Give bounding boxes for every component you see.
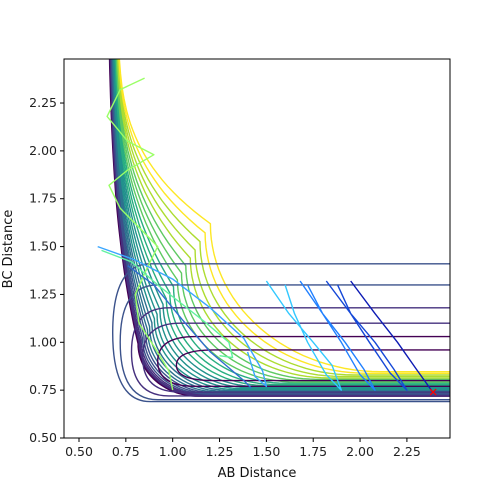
y-tick-label-0: 0.50 [29,430,57,445]
contour-20 [116,59,450,380]
contour-25 [118,59,450,373]
well-contour-2 [141,322,450,393]
x-tick-label-2: 1.00 [159,444,187,459]
y-tick-label-7: 2.25 [29,95,57,110]
x-tick-label-1: 0.75 [112,444,140,459]
well-contour-4 [119,284,450,401]
contour-21 [117,59,450,379]
contour-6 [111,59,450,395]
x-tick-label-6: 2.00 [346,444,374,459]
trajectories [97,77,432,391]
plot-frame [63,58,451,439]
end-marker [429,388,437,396]
contour-2 [109,59,450,397]
contour-10 [112,59,450,392]
marker-stroke-b [429,388,437,396]
y-tick-label-5: 1.75 [29,191,57,206]
well-contour-5 [111,263,450,403]
trajectory-0 [106,77,174,391]
trajectory-3 [127,265,252,389]
contour-22 [117,59,450,378]
contour-13 [113,59,450,389]
x-tick-label-4: 1.50 [252,444,280,459]
contour-7 [111,59,450,394]
x-axis-ticks: 0.50 0.75 1.00 1.25 1.50 1.75 2.00 2.25 [65,438,421,459]
x-axis-label: AB Distance [218,466,297,481]
contour-24 [118,59,450,374]
trajectory-6 [325,280,408,391]
y-axis-label: BC Distance [1,210,16,289]
contour-19 [116,59,450,382]
well-contour-3 [130,307,450,397]
y-tick-label-3: 1.25 [29,286,57,301]
y-tick-label-4: 1.50 [29,239,57,254]
trajectory-2 [97,245,268,387]
contour-15 [114,59,450,387]
y-tick-label-6: 2.00 [29,143,57,158]
trajectory-5 [299,280,376,391]
x-tick-label-0: 0.50 [65,444,93,459]
y-tick-label-1: 0.75 [29,382,57,397]
x-tick-label-3: 1.25 [206,444,234,459]
y-tick-label-2: 1.00 [29,334,57,349]
trajectory-1 [101,249,234,359]
trajectory-4 [265,280,342,391]
x-tick-label-5: 1.75 [299,444,327,459]
contour-23 [117,59,450,376]
well-contour-0 [175,349,450,382]
contour-lines [108,59,450,403]
contour-14 [114,59,450,388]
trajectory-7 [350,280,432,391]
well-contour-1 [156,335,450,387]
y-axis-ticks: 0.50 0.75 1.00 1.25 1.50 1.75 2.00 2.25 [29,95,64,445]
x-tick-label-7: 2.25 [393,444,421,459]
contour-12 [113,59,450,390]
